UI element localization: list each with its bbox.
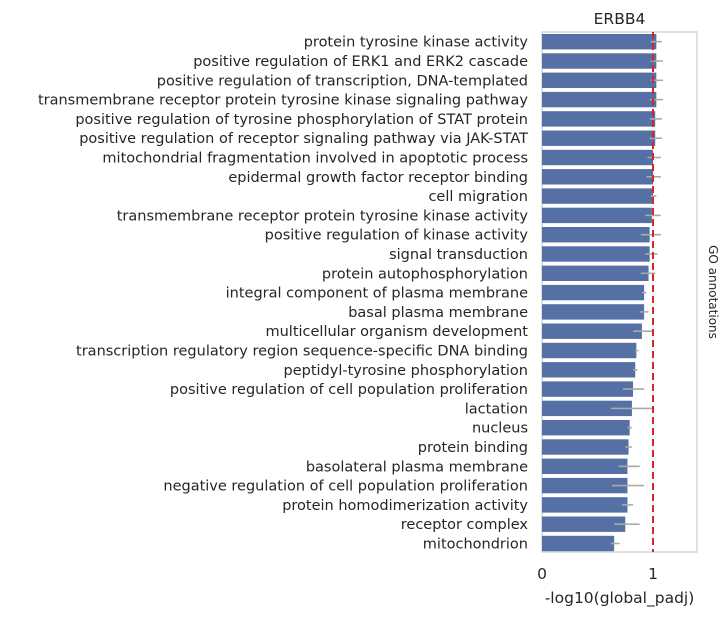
category-label: protein autophosphorylation — [322, 266, 528, 282]
category-label: lactation — [465, 401, 528, 417]
x-tick-label: 1 — [648, 565, 658, 583]
category-label: positive regulation of tyrosine phosphor… — [75, 112, 528, 128]
bar — [542, 477, 628, 494]
category-label: peptidyl-tyrosine phosphorylation — [284, 363, 529, 379]
category-label: protein tyrosine kinase activity — [304, 35, 529, 51]
bar — [542, 497, 628, 513]
category-label: nucleus — [472, 421, 528, 437]
category-label: receptor complex — [401, 517, 529, 533]
bar — [542, 304, 645, 320]
bar — [542, 53, 657, 69]
category-label: transmembrane receptor protein tyrosine … — [117, 208, 529, 224]
category-label: positive regulation of cell population p… — [170, 382, 528, 398]
category-label: negative regulation of cell population p… — [163, 479, 528, 495]
category-label: transcription regulatory region sequence… — [76, 344, 528, 360]
bar — [542, 246, 650, 262]
bar — [542, 149, 653, 166]
bar — [542, 227, 650, 243]
category-label: positive regulation of kinase activity — [265, 228, 529, 244]
category-label: protein homodimerization activity — [282, 498, 528, 514]
category-label: epidermal growth factor receptor binding — [228, 170, 528, 186]
bar — [542, 284, 645, 301]
category-label: basal plasma membrane — [348, 305, 528, 321]
bar — [542, 207, 652, 224]
x-axis-title: -log10(global_padj) — [545, 589, 695, 608]
category-label: mitochondrion — [423, 537, 528, 553]
bar — [542, 439, 629, 455]
bar — [542, 458, 628, 474]
chart-title: ERBB4 — [594, 10, 646, 28]
category-label: positive regulation of receptor signalin… — [79, 131, 528, 147]
bar — [542, 342, 637, 359]
category-label: multicellular organism development — [265, 324, 528, 340]
bar — [542, 91, 657, 108]
bar — [542, 34, 657, 50]
bar — [542, 111, 656, 127]
category-label: cell migration — [428, 189, 528, 205]
bar — [542, 535, 615, 552]
bar — [542, 400, 632, 417]
bar — [542, 188, 653, 204]
bar — [542, 362, 636, 378]
category-label: mitochondrial fragmentation involved in … — [102, 151, 528, 167]
bar — [542, 323, 642, 339]
category-label: positive regulation of ERK1 and ERK2 cas… — [193, 54, 528, 70]
category-label: integral component of plasma membrane — [226, 286, 528, 302]
category-label: protein binding — [418, 440, 528, 456]
category-label: signal transduction — [389, 247, 528, 263]
category-labels: protein tyrosine kinase activity positive… — [38, 35, 528, 553]
error-bars — [610, 40, 663, 545]
bar — [542, 72, 657, 88]
bar — [542, 516, 626, 532]
category-label: basolateral plasma membrane — [306, 459, 528, 475]
bar — [542, 420, 630, 436]
category-label: positive regulation of transcription, DN… — [157, 73, 528, 89]
bar — [542, 169, 653, 185]
category-label: transmembrane receptor protein tyrosine … — [38, 93, 528, 109]
x-tick-label: 0 — [537, 565, 547, 583]
bar — [542, 265, 649, 281]
bars — [542, 34, 657, 552]
bar — [542, 381, 634, 397]
y-axis-title: GO annotations — [706, 245, 720, 339]
bar — [542, 130, 656, 146]
